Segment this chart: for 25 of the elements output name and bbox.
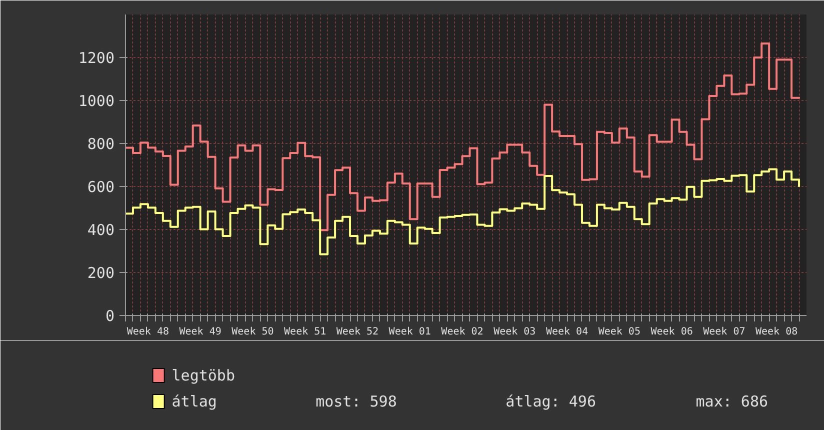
x-tick-label: Week 51 bbox=[284, 326, 326, 338]
y-tick-label: 1000 bbox=[78, 92, 114, 110]
x-tick-label: Week 02 bbox=[441, 326, 484, 338]
y-tick-label: 600 bbox=[87, 178, 114, 196]
y-tick-label: 800 bbox=[87, 135, 114, 153]
legend-label: átlag bbox=[172, 392, 217, 410]
x-tick-label: Week 48 bbox=[126, 326, 170, 338]
x-tick-label: Week 49 bbox=[179, 326, 222, 338]
x-tick-label: Week 50 bbox=[232, 326, 274, 338]
y-tick-label: 400 bbox=[87, 221, 114, 239]
y-tick-label: 1200 bbox=[78, 49, 114, 67]
y-tick-label: 0 bbox=[105, 307, 114, 325]
x-tick-label: Week 03 bbox=[494, 326, 536, 338]
y-tick-label: 200 bbox=[87, 264, 114, 282]
x-tick-label: Week 08 bbox=[755, 326, 798, 338]
text: max: 686 bbox=[696, 392, 768, 410]
x-tick-label: Week 01 bbox=[388, 326, 431, 338]
x-tick-label: Week 04 bbox=[546, 326, 588, 338]
x-tick-label: Week 52 bbox=[336, 326, 379, 338]
x-tick-label: Week 06 bbox=[650, 326, 693, 338]
text: átlag: 496 bbox=[506, 392, 596, 410]
x-tick-label: Week 07 bbox=[703, 326, 746, 338]
x-tick-label: Week 05 bbox=[598, 326, 640, 338]
text: most: 598 bbox=[316, 392, 397, 410]
legend-label: legtöbb bbox=[172, 366, 235, 384]
